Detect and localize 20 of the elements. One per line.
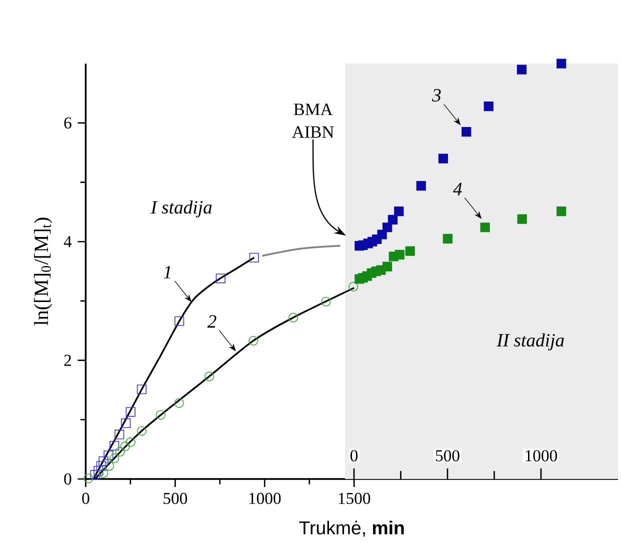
annotation: 1 [164, 266, 170, 278]
y-tick-label: 0 [64, 473, 72, 485]
annotation: 3 [432, 89, 441, 102]
x2-tick-label: 1000 [526, 450, 557, 462]
annotation: 4 [453, 182, 462, 196]
y-axis-title: ln([M]$_{0}$/[M]$_{t}$) [34, 218, 52, 326]
x2-tick-label: 500 [436, 450, 460, 462]
x-axis-title: Trukmė, min [299, 520, 404, 537]
band-label: II stadija [496, 333, 564, 350]
x-tick-label: 0 [82, 492, 90, 504]
annotation: 2 [207, 315, 216, 328]
x-tick-label: 1500 [338, 492, 370, 504]
annotation: BMA AIBN [292, 104, 334, 138]
x2-tick-label: 0 [350, 450, 358, 462]
x-tick-label: 500 [164, 492, 188, 504]
y-tick-label: 2 [64, 354, 71, 366]
x-tick-label: 1000 [249, 492, 281, 504]
y-tick-label: 4 [64, 236, 72, 248]
y-tick-label: 6 [64, 117, 72, 129]
annotation: I stadija [150, 200, 212, 218]
